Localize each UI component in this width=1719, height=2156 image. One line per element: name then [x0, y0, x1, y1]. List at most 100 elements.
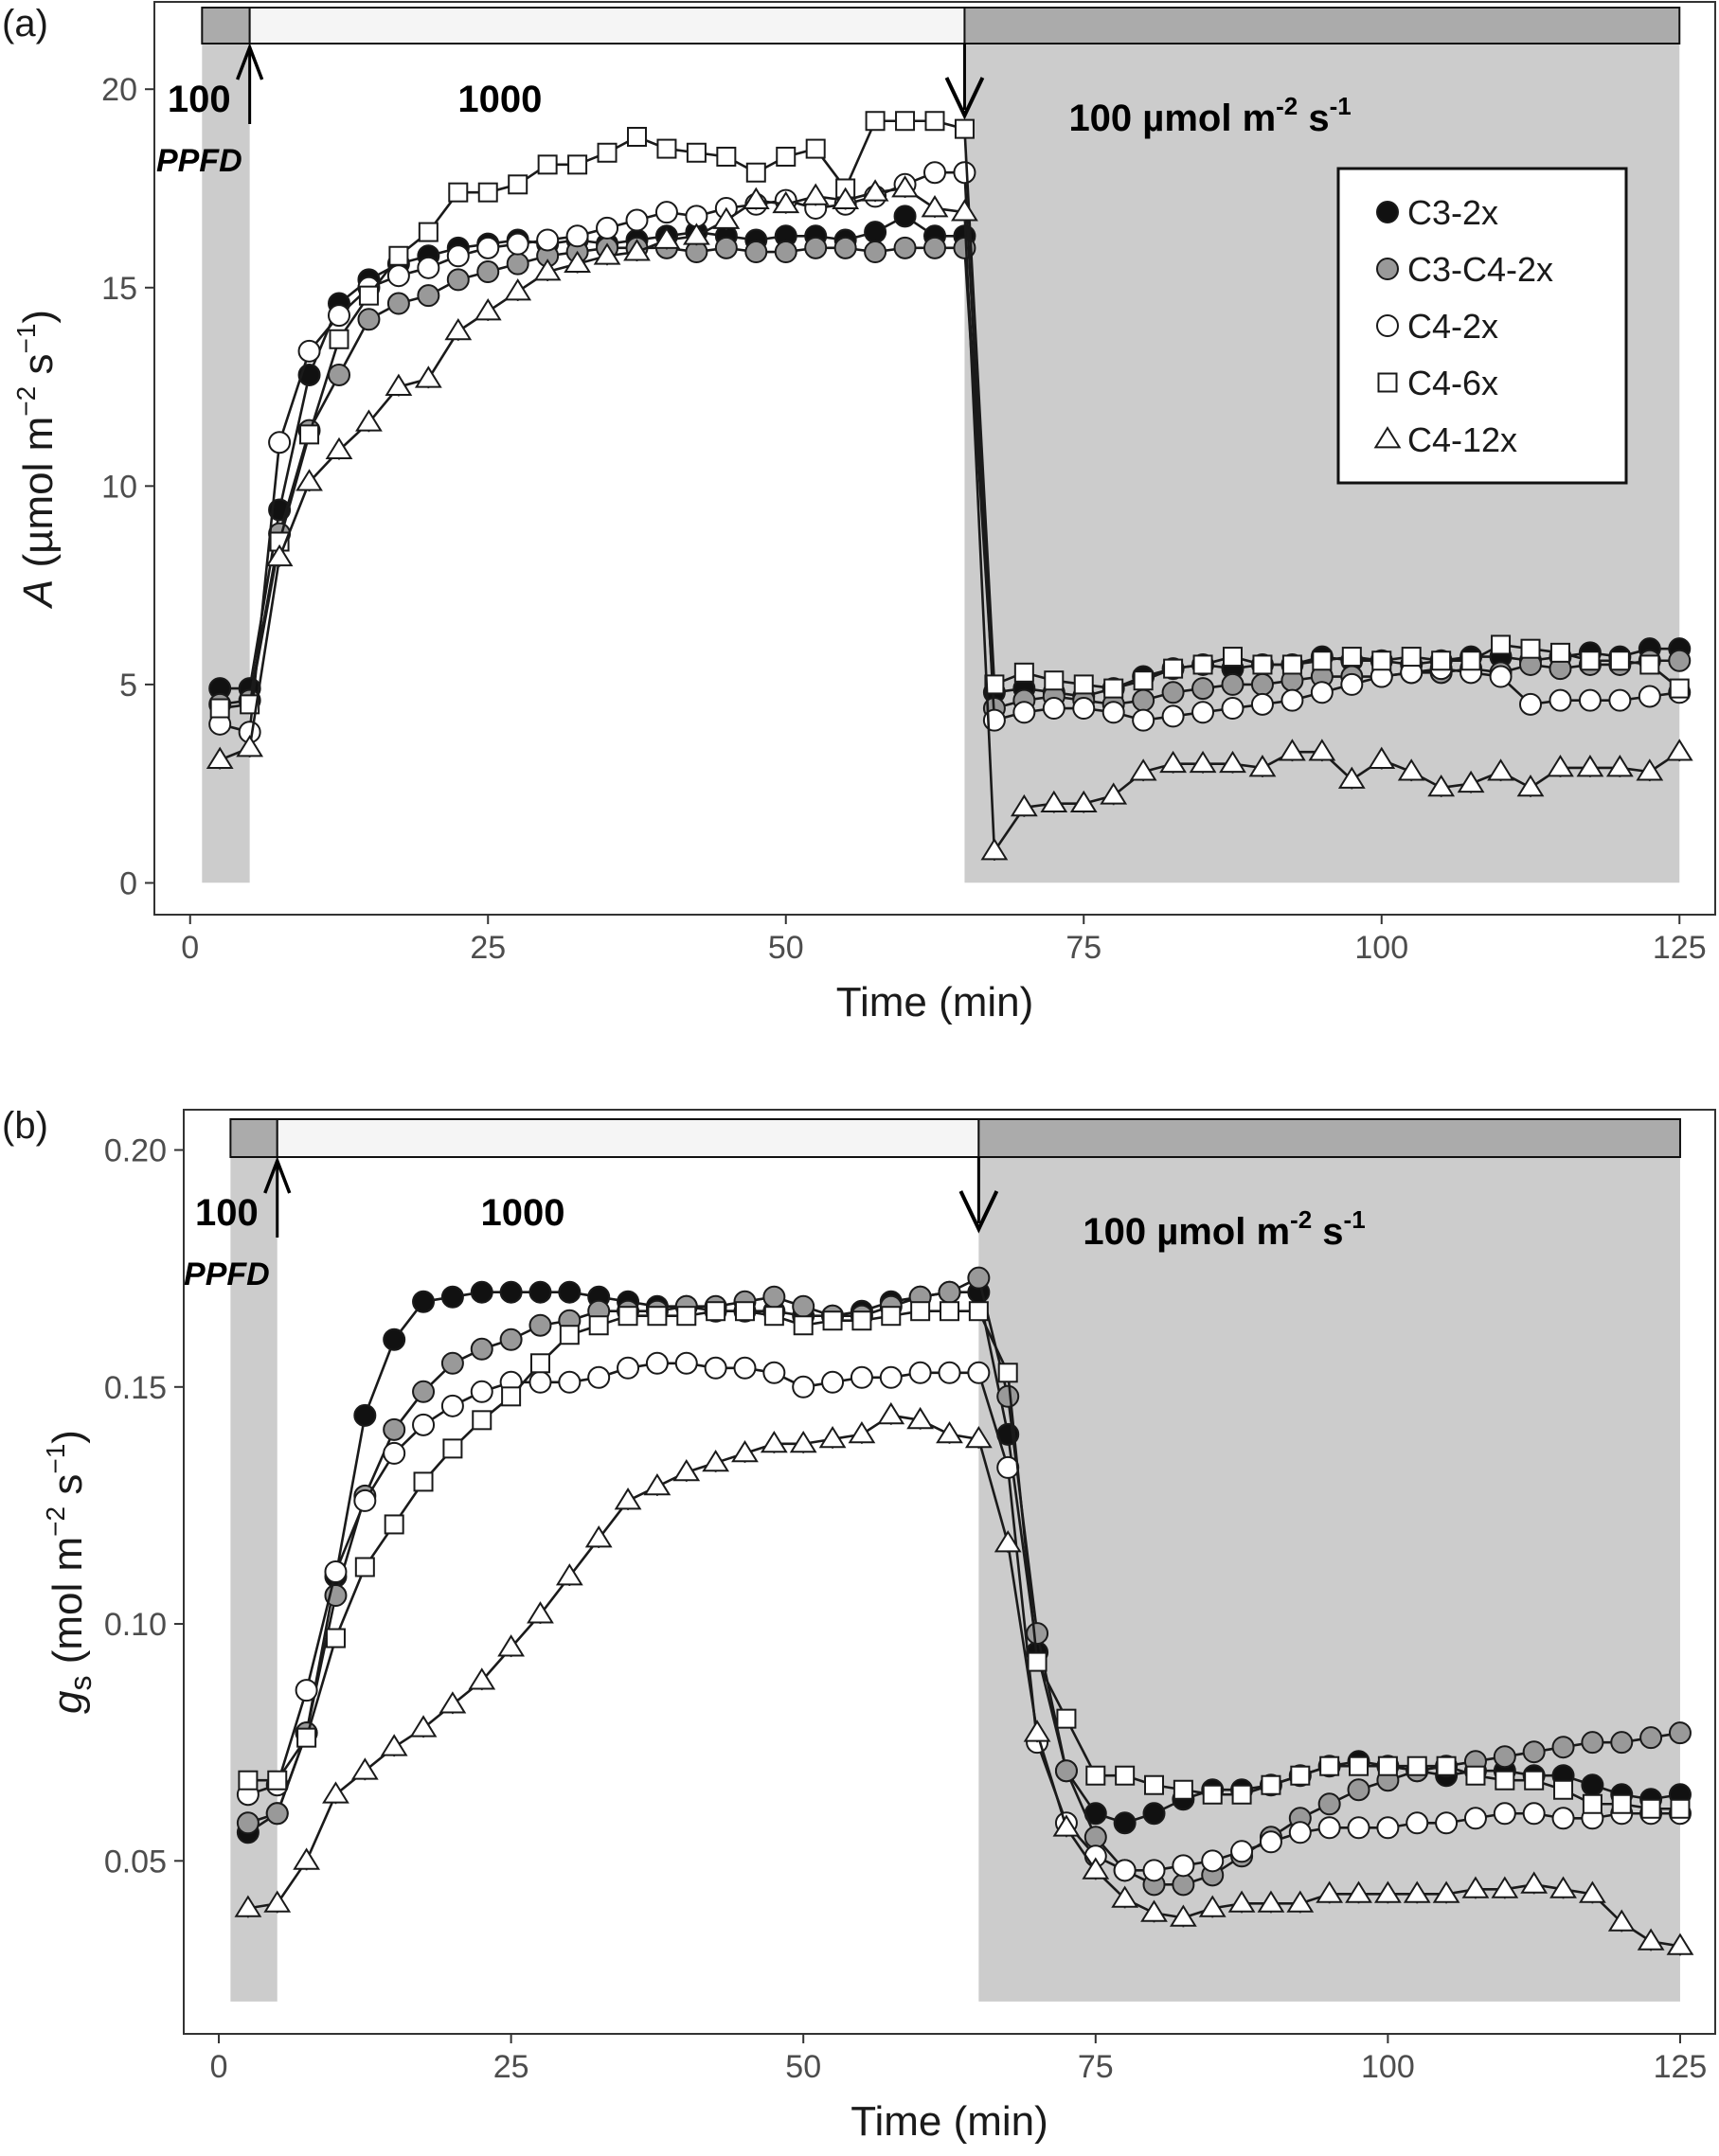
- x-tick-label: 25: [493, 2049, 529, 2085]
- data-point: [1611, 1793, 1632, 1814]
- data-point: [1605, 755, 1634, 777]
- annotation-low-ppfd: 100: [195, 1192, 259, 1234]
- x-tick-label: 75: [1078, 2049, 1114, 2085]
- data-point: [1639, 1726, 1663, 1750]
- legend-marker-c3-c4-2x: [1376, 258, 1399, 280]
- data-point: [295, 469, 323, 491]
- data-point: [1347, 1816, 1370, 1840]
- data-point: [327, 304, 350, 328]
- data-point: [1406, 1755, 1427, 1776]
- legend-label: C4-6x: [1407, 364, 1498, 402]
- data-point: [1639, 654, 1660, 675]
- data-point: [923, 236, 946, 259]
- data-point: [380, 1734, 408, 1756]
- data-point: [1341, 647, 1362, 668]
- data-point: [1227, 1890, 1256, 1913]
- data-point: [1259, 1830, 1282, 1854]
- data-point: [833, 236, 857, 259]
- data-point: [504, 278, 532, 301]
- data-point: [1163, 658, 1184, 679]
- data-point: [476, 236, 500, 259]
- data-point: [625, 208, 649, 232]
- data-point: [1111, 1885, 1139, 1908]
- data-point: [329, 329, 349, 349]
- data-point: [734, 1301, 755, 1322]
- data-point: [626, 127, 647, 148]
- x-tick-label: 100: [1361, 2049, 1415, 2085]
- data-point: [763, 1306, 784, 1327]
- data-point: [1636, 758, 1664, 781]
- data-point: [1072, 697, 1096, 721]
- data-point: [1073, 674, 1094, 695]
- y-tick-label: 0.10: [104, 1607, 167, 1643]
- data-point: [674, 1351, 698, 1375]
- data-point: [647, 1306, 668, 1327]
- data-point: [1023, 1719, 1051, 1742]
- data-point: [1489, 665, 1513, 688]
- light-bar-final: [963, 7, 1681, 45]
- data-point: [417, 284, 440, 308]
- data-point: [1669, 678, 1690, 699]
- data-point: [821, 1370, 845, 1394]
- data-point: [967, 1361, 991, 1384]
- data-point: [1436, 1755, 1457, 1776]
- y-tick-label: 0.20: [104, 1133, 167, 1169]
- data-point: [296, 1727, 317, 1748]
- data-point: [1044, 670, 1065, 691]
- data-point: [1493, 1745, 1516, 1769]
- data-point: [1054, 1759, 1078, 1783]
- data-point: [879, 1365, 903, 1389]
- data-point: [388, 245, 409, 266]
- light-bar-initial: [229, 1118, 278, 1158]
- data-point: [1345, 1880, 1372, 1903]
- data-point: [1159, 750, 1187, 774]
- data-point: [268, 431, 292, 454]
- arrow-up-head: [236, 43, 264, 80]
- data-point: [893, 236, 917, 259]
- data-point: [324, 1560, 348, 1583]
- data-point: [1144, 1774, 1165, 1795]
- data-point: [672, 1458, 701, 1482]
- data-point: [716, 146, 737, 167]
- data-point: [967, 1266, 991, 1290]
- legend-label: C4-2x: [1407, 307, 1498, 346]
- data-point: [1103, 678, 1124, 699]
- data-point: [832, 187, 860, 209]
- data-point: [1317, 1816, 1341, 1840]
- data-point: [676, 1306, 697, 1327]
- y-tick-label: 20: [101, 72, 137, 108]
- data-point: [1052, 1814, 1081, 1837]
- data-point: [597, 142, 618, 163]
- data-point: [1279, 739, 1306, 761]
- data-point: [265, 543, 294, 567]
- data-point: [1223, 647, 1244, 668]
- y-tick-label: 0.05: [104, 1844, 167, 1880]
- data-point: [804, 236, 828, 259]
- data-point: [1610, 1731, 1634, 1755]
- data-point: [953, 161, 976, 185]
- data-point: [1173, 1779, 1193, 1800]
- data-point: [1132, 708, 1155, 732]
- data-point: [731, 1439, 759, 1463]
- data-point: [864, 241, 887, 264]
- data-point: [476, 260, 500, 284]
- legend-label: C3-2x: [1407, 193, 1498, 232]
- data-point: [996, 1455, 1020, 1479]
- data-point: [1377, 1755, 1398, 1776]
- data-point: [417, 256, 440, 279]
- data-point: [801, 183, 830, 205]
- data-point: [1551, 1807, 1575, 1830]
- data-point: [1221, 672, 1244, 696]
- data-point: [1250, 672, 1274, 696]
- data-point: [528, 1313, 552, 1337]
- data-point: [537, 154, 558, 175]
- data-point: [818, 1425, 847, 1449]
- data-point: [559, 1325, 580, 1345]
- data-point: [774, 241, 797, 264]
- data-point: [936, 1420, 963, 1444]
- data-point: [623, 239, 651, 261]
- data-point: [588, 1315, 609, 1336]
- data-point: [1250, 692, 1274, 716]
- data-point: [1231, 1784, 1252, 1805]
- y-tick-label: 0.15: [104, 1370, 167, 1406]
